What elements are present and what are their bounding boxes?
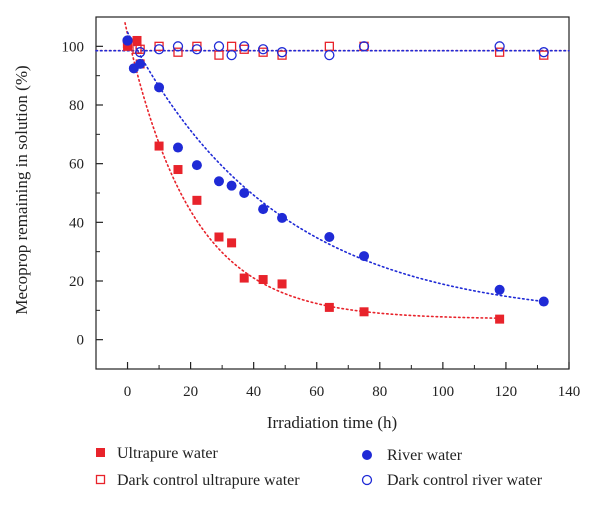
point-dark-control-river-water <box>134 47 146 58</box>
point-dark-control-river-water <box>494 41 505 52</box>
point-ultrapure-water <box>359 307 369 317</box>
point-dark-control-river-water <box>276 47 288 58</box>
point-river-water <box>359 251 370 262</box>
point-ultrapure-water <box>173 165 183 175</box>
y-tick-label: 60 <box>69 157 84 173</box>
legend-marker-filled-square <box>96 448 105 457</box>
legend-label-dark-control-river-water: Dark control river water <box>387 472 543 489</box>
point-river-water <box>277 212 288 223</box>
point-ultrapure-water <box>239 273 249 283</box>
point-dark-control-river-water <box>324 49 335 61</box>
legend-marker-filled-circle <box>362 450 372 460</box>
point-ultrapure-water <box>192 195 202 205</box>
point-dark-control-river-water <box>257 44 269 55</box>
y-axis-title: Mecoprop remaining in solution (%) <box>12 65 31 314</box>
y-tick-label: 40 <box>69 215 84 231</box>
point-river-water <box>258 204 269 215</box>
legend-item-ultrapure-water: Ultrapure water <box>96 445 219 462</box>
point-dark-control-ultrapure-water <box>324 41 334 51</box>
fit-lines <box>95 22 570 319</box>
point-dark-control-river-water <box>239 41 250 52</box>
point-dark-control-river-water <box>213 41 225 52</box>
legend-item-dark-control-ultrapure-water: Dark control ultrapure water <box>95 472 300 489</box>
point-dark-control-river-water <box>226 49 237 61</box>
y-tick-label: 20 <box>69 274 84 290</box>
point-dark-control-ultrapure-water <box>226 41 237 51</box>
point-ultrapure-water <box>154 141 164 151</box>
point-river-water <box>135 58 146 69</box>
point-river-water <box>154 82 165 93</box>
point-river-water <box>239 188 250 198</box>
point-dark-control-ultrapure-water <box>173 47 183 57</box>
x-tick-label: 40 <box>246 384 261 400</box>
legend-marker-open-square <box>95 474 106 485</box>
point-dark-control-river-water <box>191 44 203 55</box>
legend-marker-open-circle <box>361 474 373 486</box>
point-ultrapure-water <box>227 238 237 248</box>
x-tick-label: 100 <box>432 384 455 400</box>
point-ultrapure-water <box>495 314 505 324</box>
point-river-water <box>172 142 183 153</box>
point-river-water <box>213 176 224 187</box>
legend-item-river-water: River water <box>362 447 463 464</box>
fit-line-river-water <box>126 31 545 303</box>
point-ultrapure-water <box>324 302 334 312</box>
legend-label-dark-control-ultrapure-water: Dark control ultrapure water <box>117 472 300 489</box>
y-tick-label: 100 <box>62 39 85 55</box>
point-river-water <box>226 180 237 191</box>
x-tick-label: 80 <box>372 384 387 400</box>
point-dark-control-river-water <box>172 41 184 52</box>
point-dark-control-river-water <box>153 44 165 55</box>
x-ticks: 0 20 40 60 80 100 120 140 <box>95 362 581 400</box>
point-dark-control-ultrapure-water <box>494 47 505 57</box>
point-river-water <box>494 284 505 295</box>
legend-label-river-water: River water <box>387 447 463 464</box>
legend-label-ultrapure-water: Ultrapure water <box>117 445 219 462</box>
x-tick-label: 20 <box>183 384 198 400</box>
point-ultrapure-water <box>277 279 287 289</box>
point-dark-control-river-water <box>122 35 133 46</box>
x-tick-label: 0 <box>124 384 132 400</box>
point-dark-control-ultrapure-water <box>214 50 224 60</box>
point-river-water <box>122 35 133 46</box>
point-river-water <box>538 296 549 307</box>
point-river-water <box>191 160 202 171</box>
legend: Ultrapure water Dark control ultrapure w… <box>95 445 543 489</box>
x-tick-label: 140 <box>558 384 581 400</box>
point-ultrapure-water <box>214 232 224 242</box>
fit-line-ultrapure-water <box>124 22 501 319</box>
legend-item-dark-control-river-water: Dark control river water <box>361 472 543 489</box>
y-ticks: 0 20 40 60 80 100 <box>62 16 103 370</box>
data-markers <box>122 35 549 324</box>
point-river-water <box>324 232 335 242</box>
point-ultrapure-water <box>132 35 142 45</box>
point-ultrapure-water <box>123 41 133 51</box>
x-axis-title: Irradiation time (h) <box>267 413 397 432</box>
y-tick-label: 0 <box>77 333 85 349</box>
point-dark-control-river-water <box>358 41 370 52</box>
point-ultrapure-water <box>258 275 268 285</box>
y-tick-label: 80 <box>69 98 84 114</box>
x-tick-label: 120 <box>495 384 518 400</box>
point-dark-control-river-water <box>538 47 549 58</box>
x-tick-label: 60 <box>309 384 324 400</box>
